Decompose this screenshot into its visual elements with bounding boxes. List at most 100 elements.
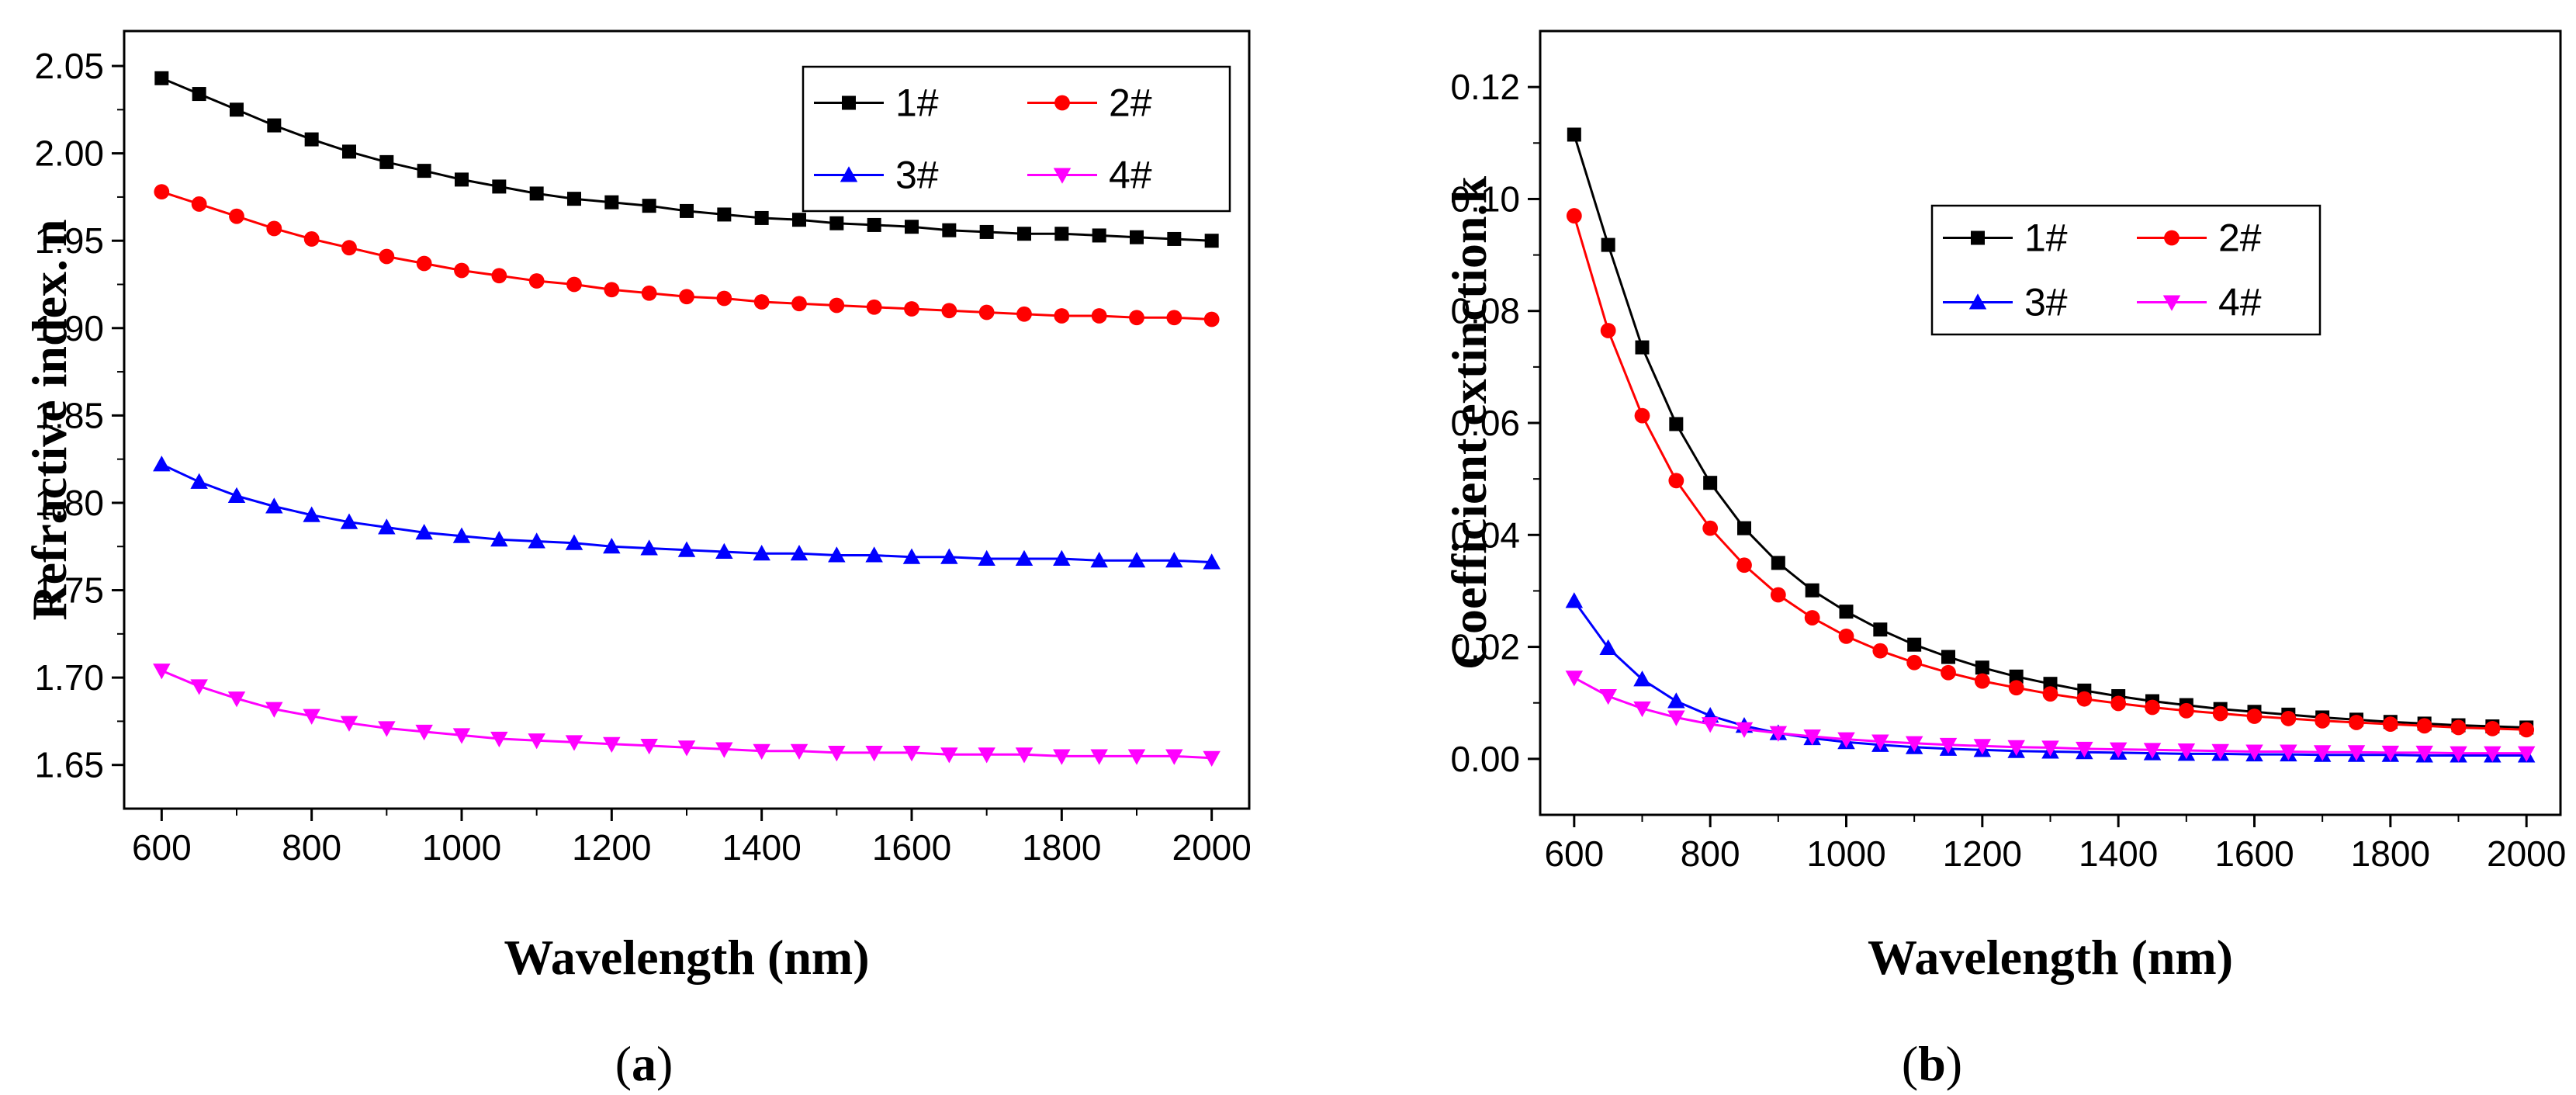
data-point bbox=[1939, 737, 1958, 754]
data-point bbox=[455, 172, 469, 187]
data-point bbox=[2315, 712, 2331, 729]
data-point bbox=[828, 745, 846, 762]
data-point bbox=[416, 255, 432, 272]
data-point bbox=[2381, 745, 2400, 762]
data-point bbox=[230, 102, 244, 117]
data-point bbox=[2007, 740, 2025, 756]
data-point bbox=[1703, 476, 1718, 490]
data-point bbox=[2145, 699, 2160, 716]
legend-swatch-marker bbox=[1054, 95, 1070, 111]
data-point bbox=[2042, 686, 2058, 702]
data-point bbox=[2110, 695, 2127, 712]
y-tick-label: 2.05 bbox=[34, 46, 104, 86]
data-point bbox=[717, 207, 732, 222]
data-point bbox=[2211, 743, 2229, 761]
data-point bbox=[866, 299, 882, 315]
legend-swatch-marker bbox=[840, 166, 858, 182]
data-point bbox=[304, 132, 319, 147]
data-point bbox=[677, 740, 696, 757]
data-point bbox=[415, 523, 433, 540]
data-point bbox=[491, 268, 507, 284]
data-point bbox=[1053, 549, 1071, 567]
series-2 bbox=[1566, 208, 2535, 738]
data-point bbox=[1565, 671, 1584, 687]
x-tick-label: 800 bbox=[282, 827, 341, 868]
y-tick-label: 1.75 bbox=[34, 570, 104, 611]
legend-item-4: 4# bbox=[2137, 281, 2262, 324]
data-point bbox=[1769, 726, 1788, 742]
data-point bbox=[1974, 673, 1990, 689]
data-point bbox=[1127, 749, 1146, 765]
data-point bbox=[417, 164, 431, 178]
data-point bbox=[1737, 521, 1751, 535]
x-tick-label: 800 bbox=[1681, 833, 1740, 874]
data-point bbox=[1634, 407, 1650, 424]
data-point bbox=[2245, 744, 2263, 761]
data-point bbox=[902, 745, 921, 762]
data-point bbox=[1702, 520, 1719, 536]
x-tick-label: 1400 bbox=[722, 827, 801, 868]
data-point bbox=[2382, 716, 2398, 733]
data-point bbox=[378, 518, 396, 535]
data-point bbox=[1905, 736, 1923, 752]
data-point bbox=[190, 473, 208, 489]
legend-box bbox=[802, 65, 1231, 213]
legend-swatch-marker bbox=[1968, 293, 1987, 310]
chart-panel-b: (b) 600 800 1000 1200 1400 1600 1800 2000 0.00 0.… bbox=[1288, 0, 2576, 1095]
data-point bbox=[904, 301, 919, 317]
data-point bbox=[1669, 417, 1684, 431]
data-point bbox=[565, 534, 583, 550]
legend-item-1: 1# bbox=[814, 81, 939, 125]
x-tick-label: 1600 bbox=[872, 827, 951, 868]
data-point bbox=[753, 743, 770, 760]
data-point bbox=[342, 144, 356, 159]
x-tick-label: 1200 bbox=[572, 827, 651, 868]
legend-label: 2# bbox=[2218, 217, 2262, 260]
series-4 bbox=[1565, 671, 2536, 762]
data-point bbox=[1804, 610, 1820, 625]
data-point bbox=[267, 118, 282, 133]
data-point bbox=[641, 285, 657, 301]
legend: 1# 2# 3# 4# bbox=[1930, 204, 2322, 336]
data-point bbox=[2450, 719, 2467, 736]
data-point bbox=[2484, 746, 2502, 762]
data-point bbox=[227, 691, 246, 708]
data-point bbox=[341, 240, 357, 256]
legend-label: 1# bbox=[2024, 217, 2068, 260]
data-point bbox=[1873, 622, 1888, 637]
data-point bbox=[2143, 743, 2162, 759]
data-point bbox=[716, 290, 732, 307]
plot-group-b: 600 800 1000 1200 1400 1600 1800 2000 0.00 0.02 0.… bbox=[1442, 29, 2566, 985]
data-point bbox=[1975, 660, 1989, 675]
x-tick-label: 600 bbox=[132, 827, 192, 868]
data-point bbox=[1839, 605, 1854, 619]
data-point bbox=[2415, 745, 2433, 762]
data-point bbox=[452, 728, 471, 744]
data-point bbox=[490, 530, 508, 547]
data-point bbox=[1837, 732, 1855, 748]
data-point bbox=[1015, 549, 1034, 567]
data-point bbox=[1600, 323, 1616, 338]
chart-b-svg: (b) 600 800 1000 1200 1400 1600 1800 2000 0.00 0.… bbox=[1442, 29, 2566, 1091]
x-tick-label: 1000 bbox=[422, 827, 501, 868]
data-point bbox=[2109, 742, 2128, 758]
data-point bbox=[1015, 747, 1034, 764]
x-tick-label: 1600 bbox=[2214, 833, 2294, 874]
data-point bbox=[1906, 654, 1923, 671]
data-point bbox=[1566, 208, 1582, 224]
data-point bbox=[677, 541, 696, 557]
data-point bbox=[978, 549, 995, 567]
data-point bbox=[642, 199, 656, 213]
data-point bbox=[303, 709, 320, 725]
legend-label: 3# bbox=[895, 154, 939, 197]
data-point bbox=[1016, 306, 1032, 322]
data-point bbox=[2313, 745, 2332, 761]
data-point bbox=[978, 747, 995, 764]
data-point bbox=[715, 742, 733, 758]
data-point bbox=[867, 217, 881, 232]
legend: 1# 2# 3# 4# bbox=[802, 65, 1231, 213]
data-point bbox=[865, 745, 883, 762]
data-point bbox=[829, 297, 845, 314]
data-point bbox=[2041, 740, 2059, 757]
data-point bbox=[227, 487, 246, 503]
